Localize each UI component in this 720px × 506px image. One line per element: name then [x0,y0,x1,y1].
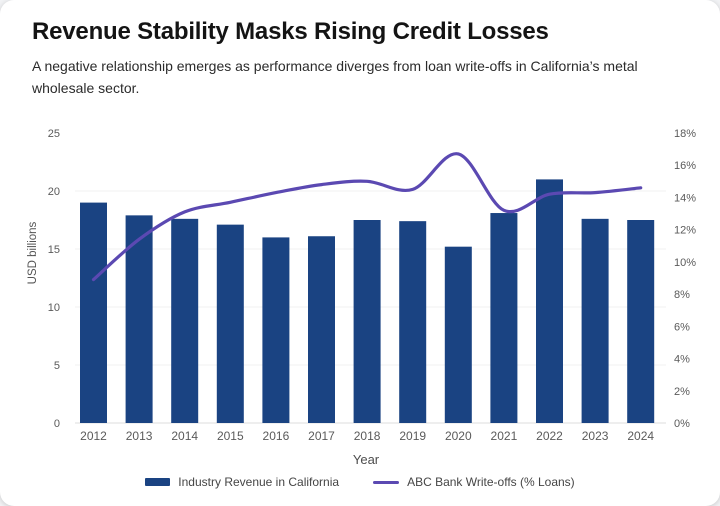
right-axis-tick: 18% [674,128,696,140]
x-axis-tick: 2022 [536,429,563,443]
bar-2021 [490,213,518,423]
bar-2012 [80,202,107,423]
chart-title: Revenue Stability Masks Rising Credit Lo… [32,18,549,45]
writeoffs-line [91,152,643,282]
x-axis-tick: 2018 [354,429,381,443]
bar-2016 [262,237,290,423]
line-swatch-icon [373,480,400,484]
right-axis-tick: 2% [674,386,690,398]
right-axis-tick: 14% [674,192,696,204]
x-axis-tick: 2014 [171,429,198,443]
x-axis-tick: 2023 [582,429,609,443]
legend-label-revenue: Industry Revenue in California [178,475,340,489]
legend-item-revenue: Industry Revenue in California [145,475,339,489]
x-axis-tick: 2012 [80,429,107,443]
x-axis-tick: 2016 [263,429,290,443]
bar-2024 [627,220,655,423]
bar-2019 [399,221,427,423]
bar-2018 [353,220,381,423]
bar-2017 [308,236,335,423]
x-axis-tick: 2019 [399,429,426,443]
right-axis-tick: 16% [674,160,696,172]
bar-2023 [581,218,609,423]
legend: Industry Revenue in California ABC Bank … [0,471,720,493]
x-axis-tick: 2013 [126,429,153,443]
bar-2015 [216,224,244,423]
x-axis-tick: 2024 [627,429,654,443]
left-axis-tick: 5 [54,360,60,372]
bar-2022 [536,179,563,423]
right-axis-tick: 0% [674,418,690,430]
right-axis-tick: 10% [674,257,696,269]
left-axis-tick: 20 [48,186,60,198]
legend-label-writeoffs: ABC Bank Write-offs (% Loans) [407,475,575,489]
x-axis-title: Year [352,452,380,467]
bar-2020 [444,246,472,423]
x-axis-tick: 2020 [445,429,472,443]
x-axis-tick: 2015 [217,429,244,443]
left-axis-tick: 10 [48,302,60,314]
right-axis-tick: 4% [674,354,690,366]
left-axis-tick: 25 [48,128,60,140]
left-axis-tick: 15 [48,244,60,256]
bar-swatch-icon [145,478,171,486]
x-axis-tick: 2021 [491,429,518,443]
chart-subtitle: A negative relationship emerges as perfo… [32,58,638,96]
right-axis-tick: 8% [674,289,690,301]
bar-2013 [125,215,153,423]
legend-item-writeoffs: ABC Bank Write-offs (% Loans) [373,475,575,489]
right-axis-tick: 6% [674,321,690,333]
left-axis-tick: 0 [54,418,60,430]
right-axis-tick: 12% [674,225,696,237]
left-axis-title: USD billions [27,221,39,285]
bar-2014 [171,218,199,423]
x-axis-tick: 2017 [308,429,335,443]
